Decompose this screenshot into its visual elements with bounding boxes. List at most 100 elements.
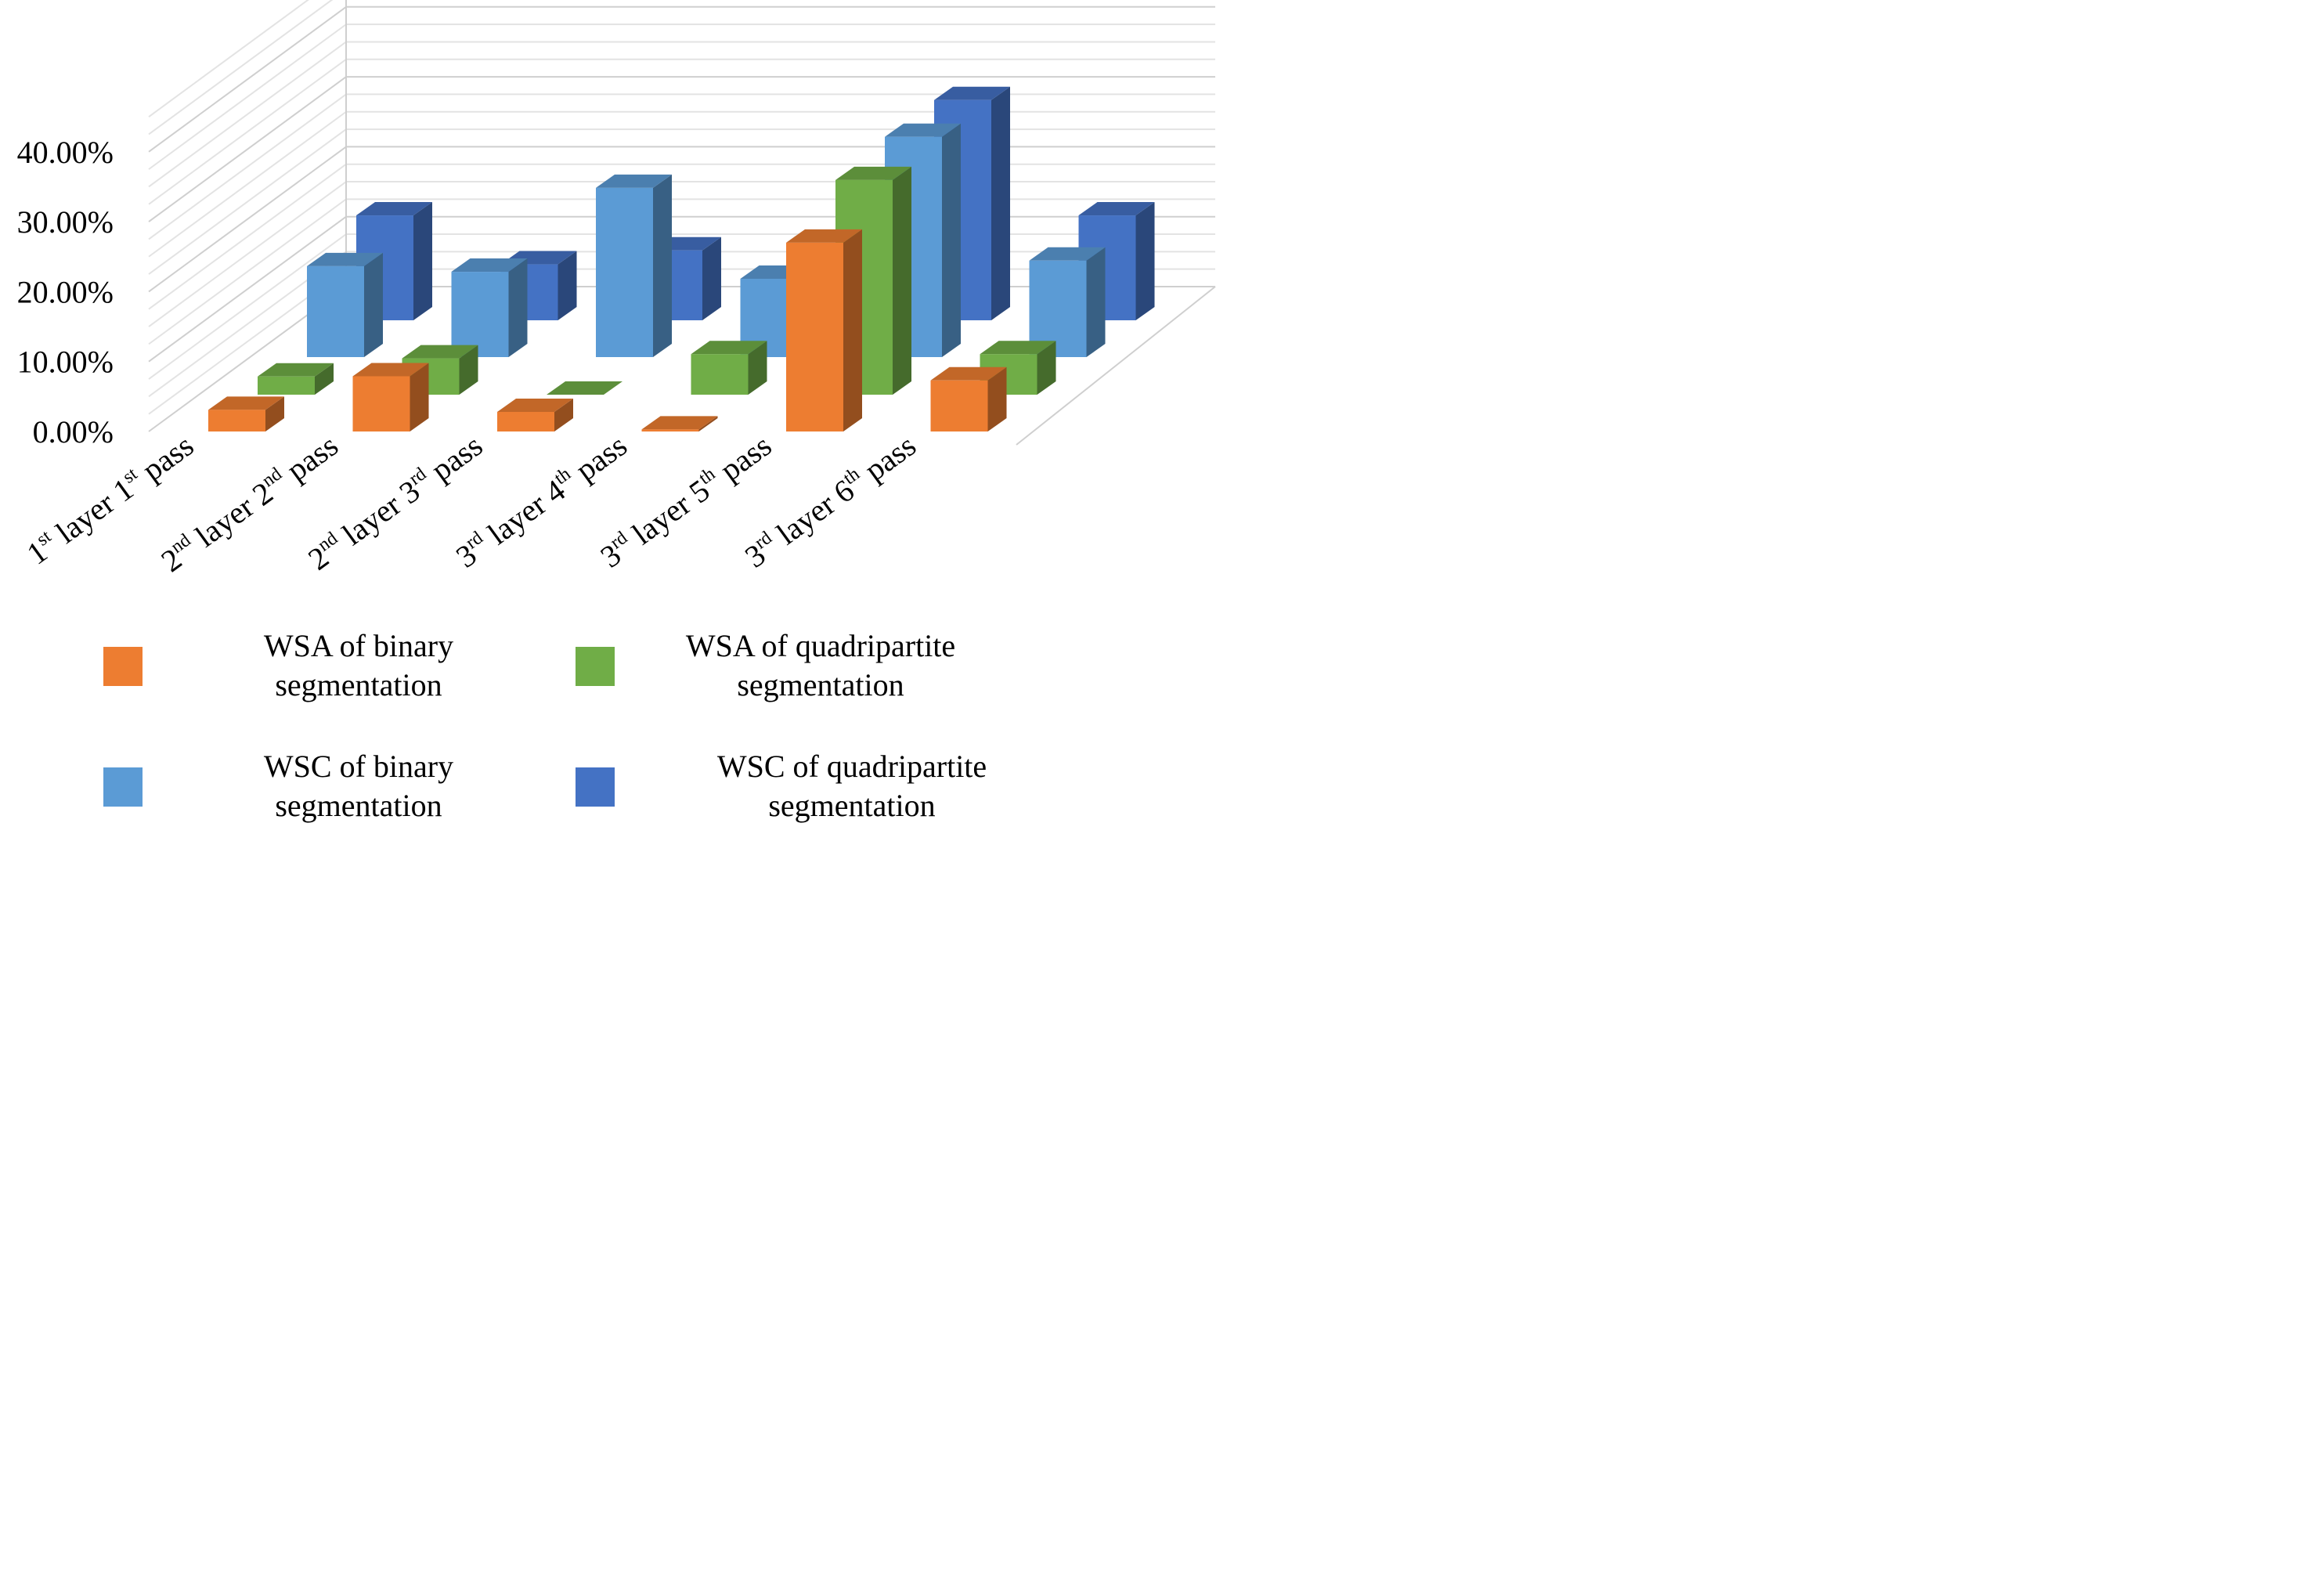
bar-top	[596, 174, 672, 188]
bar	[930, 366, 1007, 431]
bar-side	[558, 251, 577, 320]
bar-side	[1135, 202, 1155, 320]
legend-label: WSC of quadripartite	[717, 749, 987, 784]
bar-top	[691, 341, 767, 355]
bar-top	[1029, 247, 1106, 261]
legend-label: WSC of binary	[264, 749, 453, 784]
bar-top	[930, 366, 1007, 381]
bar-front	[641, 429, 699, 431]
gridline-side	[148, 23, 347, 170]
gridline-side	[148, 146, 347, 293]
legend-label: WSA of binary	[264, 628, 453, 663]
bar-side	[843, 229, 862, 431]
bar-front	[208, 410, 265, 431]
y-tick-label: 40.00%	[17, 135, 114, 170]
gridline-side	[148, 93, 347, 240]
bar-side	[364, 252, 383, 357]
bar-top	[835, 166, 911, 180]
bar-side	[1086, 247, 1106, 357]
legend-item: WSC of binary segmentation	[103, 749, 453, 823]
bar	[1078, 202, 1155, 320]
chart-grid	[148, 0, 1216, 446]
bars	[208, 86, 1155, 431]
bar-top	[208, 396, 284, 410]
legend: WSA of binary segmentation WSA of quadripa…	[103, 628, 987, 823]
bar-top	[786, 229, 862, 243]
bar-top	[547, 381, 622, 395]
bar	[258, 363, 334, 395]
chart: 0.00% 10.00% 20.00% 30.00% 40.00% 1st​ layer…	[0, 0, 1227, 846]
bar-side	[942, 123, 961, 357]
bar-front	[352, 376, 410, 431]
legend-label: segmentation	[768, 788, 935, 823]
bar-front	[930, 380, 988, 431]
gridline-side	[148, 76, 347, 222]
bar	[352, 363, 429, 431]
bar	[691, 341, 767, 395]
legend-swatch	[103, 767, 143, 807]
bar-top	[402, 345, 478, 359]
bar-top	[356, 202, 432, 216]
y-tick-label: 0.00%	[33, 414, 114, 450]
legend-item: WSC of quadripartite segmentation	[576, 749, 987, 823]
gridline-side	[148, 0, 334, 135]
bar-front	[258, 376, 315, 395]
legend-item: WSA of binary segmentation	[103, 628, 453, 702]
bar	[451, 258, 528, 357]
gridline-side	[148, 0, 309, 117]
bar-front	[596, 187, 653, 357]
bar	[641, 416, 718, 431]
bar	[786, 229, 862, 431]
gridline-side	[148, 198, 347, 345]
y-tick-label: 30.00%	[17, 204, 114, 240]
legend-swatch	[103, 647, 143, 686]
bar	[1029, 247, 1106, 357]
bar-top	[258, 363, 334, 377]
bar-top	[980, 341, 1056, 355]
bar-top	[497, 398, 573, 412]
bar-top	[934, 86, 1010, 100]
gridline-side	[148, 41, 347, 188]
bar-side	[1037, 341, 1056, 395]
legend-label: segmentation	[275, 667, 442, 702]
bar-side	[410, 363, 429, 431]
bar-front	[497, 411, 554, 431]
bar-side	[702, 236, 721, 320]
bar-side	[554, 398, 573, 431]
bar	[208, 396, 284, 431]
bar-side	[653, 174, 672, 357]
legend-label: segmentation	[275, 788, 442, 823]
bar-side	[265, 396, 284, 431]
bar-side	[413, 202, 432, 320]
gridline-side	[148, 233, 347, 380]
legend-swatch	[576, 647, 615, 686]
chart-svg: 0.00% 10.00% 20.00% 30.00% 40.00% 1st​ layer…	[17, 0, 1216, 823]
legend-item: WSA of quadripartite segmentation	[576, 628, 955, 702]
bar-side	[698, 416, 718, 431]
gridline-side	[148, 110, 347, 258]
bar-top	[307, 252, 383, 266]
floor-edge-right	[1016, 286, 1216, 446]
bar	[497, 398, 573, 431]
bar-top	[451, 258, 528, 273]
gridline-side	[148, 181, 347, 327]
bar-side	[991, 86, 1010, 320]
bar-side	[315, 363, 334, 395]
bar	[547, 381, 622, 395]
bar-top	[885, 123, 961, 137]
gridline-side	[148, 58, 347, 205]
legend-swatch	[576, 767, 615, 807]
y-tick-label: 10.00%	[17, 345, 114, 380]
y-axis-ticks: 0.00% 10.00% 20.00% 30.00% 40.00%	[17, 135, 114, 450]
gridline-side	[148, 128, 347, 275]
gridline-side	[148, 163, 347, 310]
bar-front	[451, 272, 509, 357]
bar-side	[508, 258, 528, 357]
gridline-side	[148, 215, 347, 363]
bar-side	[987, 366, 1007, 431]
gridline-side	[148, 5, 347, 153]
bar	[596, 174, 672, 357]
legend-label: WSA of quadripartite	[686, 628, 955, 663]
y-tick-label: 20.00%	[17, 274, 114, 309]
bar-front	[307, 265, 364, 357]
